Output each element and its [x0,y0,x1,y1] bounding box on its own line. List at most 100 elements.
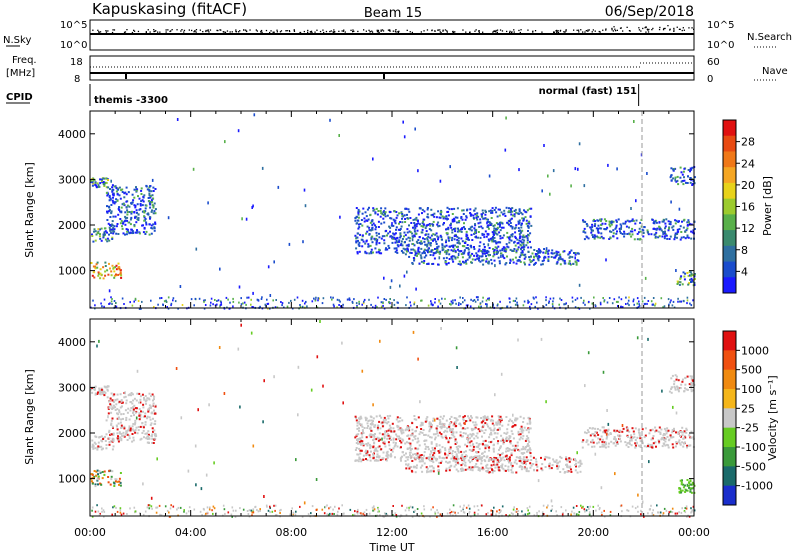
echo-cell [421,422,424,425]
echo-cell [488,221,491,224]
echo-cell [252,306,255,309]
echo-cell [246,296,248,299]
echo-cell [105,419,108,422]
echo-cell [569,255,572,258]
echo-cell [357,442,359,445]
echo-cell [492,225,495,227]
echo-cell [119,484,122,487]
echo-cell [451,450,454,453]
echo-cell [96,469,99,472]
echo-cell [441,436,444,439]
echo-cell [435,443,438,446]
echo-cell [401,221,404,224]
echo-cell [672,436,675,439]
echo-cell [403,214,406,217]
echo-cell [373,442,376,445]
echo-cell [496,442,499,445]
echo-cell [453,456,456,459]
echo-cell [592,229,594,232]
echo-cell [125,200,128,203]
echo-cell [429,470,432,473]
echo-cell [435,216,438,219]
echo-cell [91,235,94,237]
echo-cell [135,426,138,429]
echo-cell [628,304,630,307]
echo-cell [392,441,395,444]
echo-cell [116,437,119,440]
echo-cell [632,298,635,301]
echo-cell [679,489,682,492]
echo-cell [361,234,364,237]
echo-cell [388,427,391,430]
echo-cell [541,189,543,193]
echo-cell [525,219,528,222]
echo-cell [113,485,116,487]
echo-cell [501,437,504,440]
echo-cell [469,461,472,464]
echo-cell [152,197,155,200]
noise-search-point [133,30,136,32]
echo-cell [149,406,152,409]
echo-cell [568,260,571,263]
echo-cell [203,299,205,302]
echo-cell [398,212,401,215]
power-colorbar-label: Power [dB] [761,176,774,236]
echo-cell [521,222,523,225]
echo-cell [661,235,664,238]
echo-cell [102,392,104,395]
echo-cell [661,220,664,223]
echo-cell [537,251,540,254]
colorbar-swatch [723,261,736,278]
power-echoes [90,113,696,310]
echo-cell [596,229,599,232]
echo-cell [448,461,451,464]
echo-cell [415,287,417,291]
noise-search-point [557,31,560,34]
echo-cell [360,417,363,420]
echo-cell [106,211,109,214]
echo-cell [457,304,460,306]
echo-cell [689,487,692,490]
echo-cell [401,215,404,217]
echo-cell [110,440,112,443]
echo-cell [394,241,397,244]
echo-cell [690,281,692,283]
echo-cell [660,297,663,300]
echo-cell [108,205,110,208]
echo-cell [92,271,95,274]
echo-cell [418,460,421,463]
echo-cell [499,237,502,240]
echo-cell [98,390,101,393]
noise-search-point [553,31,556,33]
echo-cell [440,427,443,430]
echo-cell [139,395,142,398]
echo-cell [93,228,96,231]
echo-cell [521,427,523,430]
echo-cell [449,165,451,169]
noise-search-point [176,29,178,31]
echo-cell [683,390,686,393]
echo-cell [106,396,109,399]
echo-cell [480,429,483,432]
echo-cell [463,457,466,460]
echo-cell [251,306,253,308]
echo-cell [383,515,385,518]
echo-cell [420,428,423,430]
echo-cell [527,513,529,516]
echo-cell [686,236,689,239]
echo-cell [454,443,457,445]
echo-cell [495,421,498,424]
echo-cell [132,423,135,425]
echo-cell [110,433,113,436]
echo-cell [167,216,170,220]
echo-cell [505,243,508,246]
echo-cell [524,216,527,219]
echo-cell [389,217,392,220]
noise-search-point [332,31,334,33]
echo-cell [150,299,152,302]
echo-cell [550,467,553,470]
echo-cell [411,460,414,462]
noise-search-point [598,30,600,33]
echo-cell [380,212,383,215]
